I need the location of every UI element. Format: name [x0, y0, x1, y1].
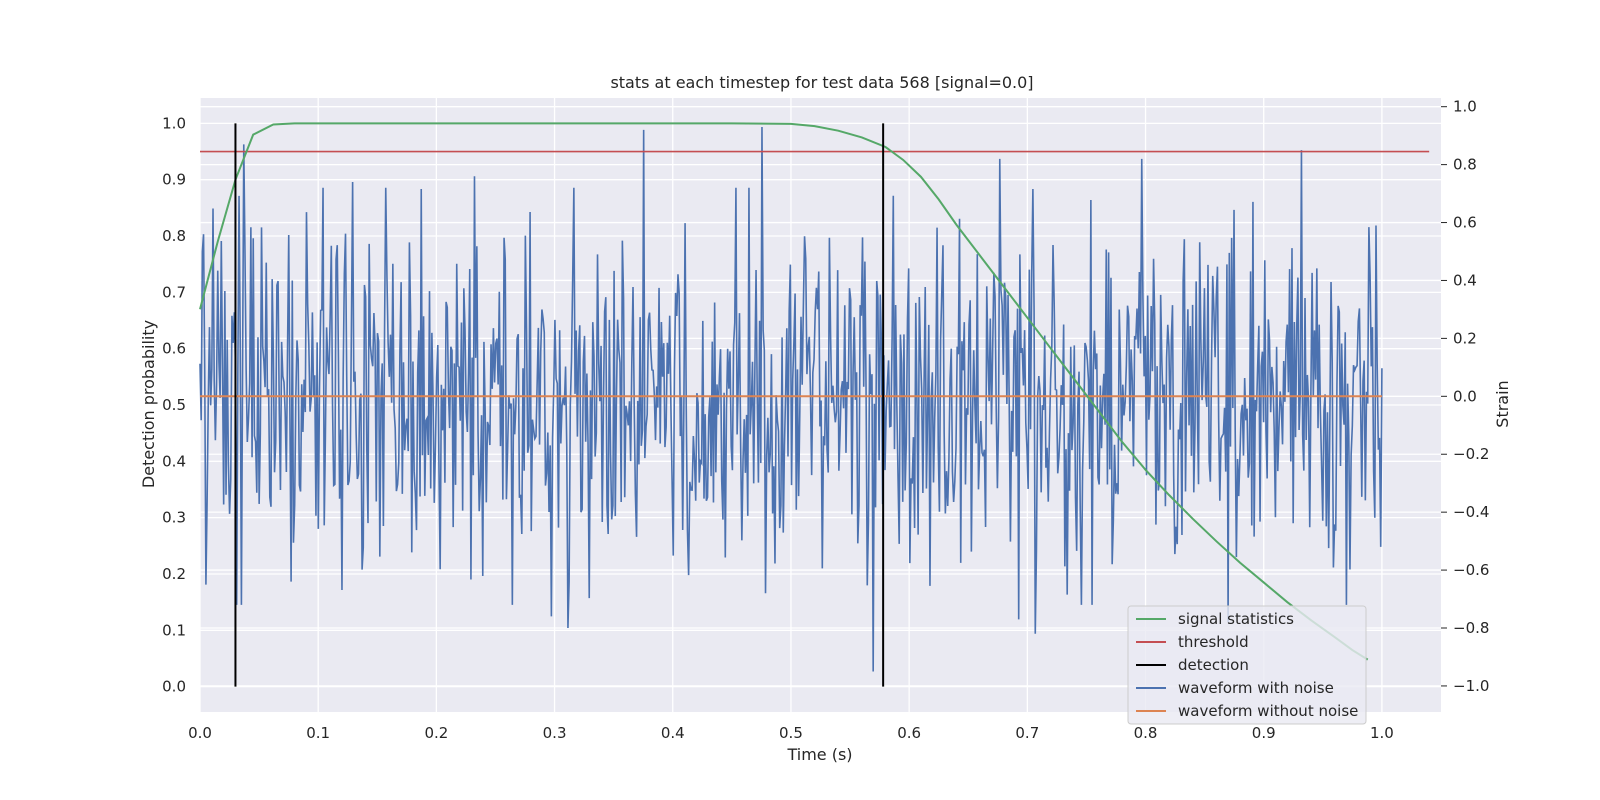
x-tick-label: 0.9 — [1252, 724, 1276, 742]
x-tick-label: 0.7 — [1015, 724, 1039, 742]
x-tick-label: 0.0 — [188, 724, 212, 742]
x-tick-label: 0.1 — [306, 724, 330, 742]
legend-threshold-label: threshold — [1178, 633, 1249, 651]
y-tick-label: 0.1 — [162, 621, 186, 639]
y2-tick-label: 0.8 — [1453, 156, 1477, 174]
x-tick-label: 0.4 — [661, 724, 685, 742]
legend-signal-statistics-label: signal statistics — [1178, 610, 1294, 628]
y2-tick-label: 0.0 — [1453, 387, 1477, 405]
y2-tick-label: −0.2 — [1453, 445, 1489, 463]
y2-tick-label: 0.6 — [1453, 214, 1477, 232]
y2-tick-label: −0.6 — [1453, 561, 1489, 579]
y-tick-label: 1.0 — [162, 114, 186, 132]
x-tick-label: 1.0 — [1370, 724, 1394, 742]
y-tick-label: 0.9 — [162, 171, 186, 189]
y-tick-label: 0.3 — [162, 509, 186, 527]
series-layer — [199, 122, 1430, 687]
y-tick-label: 0.7 — [162, 283, 186, 301]
y2-axis-label: Strain — [1493, 380, 1512, 427]
y-tick-label: 0.4 — [162, 452, 186, 470]
y2-tick-label: −1.0 — [1453, 677, 1489, 695]
y-tick-label: 0.8 — [162, 227, 186, 245]
x-axis-label: Time (s) — [786, 745, 852, 764]
signal-statistics-line — [199, 122, 1369, 661]
x-tick-label: 0.3 — [543, 724, 567, 742]
y-tick-label: 0.0 — [162, 678, 186, 696]
y-axis-label: Detection probability — [139, 320, 158, 488]
y2-tick-label: 0.2 — [1453, 329, 1477, 347]
y2-tick-label: −0.8 — [1453, 619, 1489, 637]
legend-waveform-without-noise-label: waveform without noise — [1178, 702, 1358, 720]
legend-detection-label: detection — [1178, 656, 1249, 674]
y-tick-label: 0.5 — [162, 396, 186, 414]
x-tick-label: 0.5 — [779, 724, 803, 742]
legend-waveform-with-noise-label: waveform with noise — [1178, 679, 1334, 697]
legend: signal statistics threshold detection wavef… — [1127, 605, 1367, 725]
y2-tick-label: 1.0 — [1453, 98, 1477, 116]
y-tick-label: 0.2 — [162, 565, 186, 583]
x-tick-label: 0.2 — [424, 724, 448, 742]
y2-tick-label: −0.4 — [1453, 503, 1489, 521]
y-tick-label: 0.6 — [162, 340, 186, 358]
x-tick-label: 0.8 — [1134, 724, 1158, 742]
y2-tick-label: 0.4 — [1453, 271, 1477, 289]
waveform-with-noise-line — [199, 126, 1383, 672]
x-tick-label: 0.6 — [897, 724, 921, 742]
chart-title: stats at each timestep for test data 568… — [610, 73, 1033, 92]
legend-box — [1127, 605, 1367, 725]
axes: 0.0 0.1 0.2 0.3 0.4 0.5 0.6 0.7 0.8 0.9 1.0 0.0 0.1 0… — [162, 98, 1489, 742]
